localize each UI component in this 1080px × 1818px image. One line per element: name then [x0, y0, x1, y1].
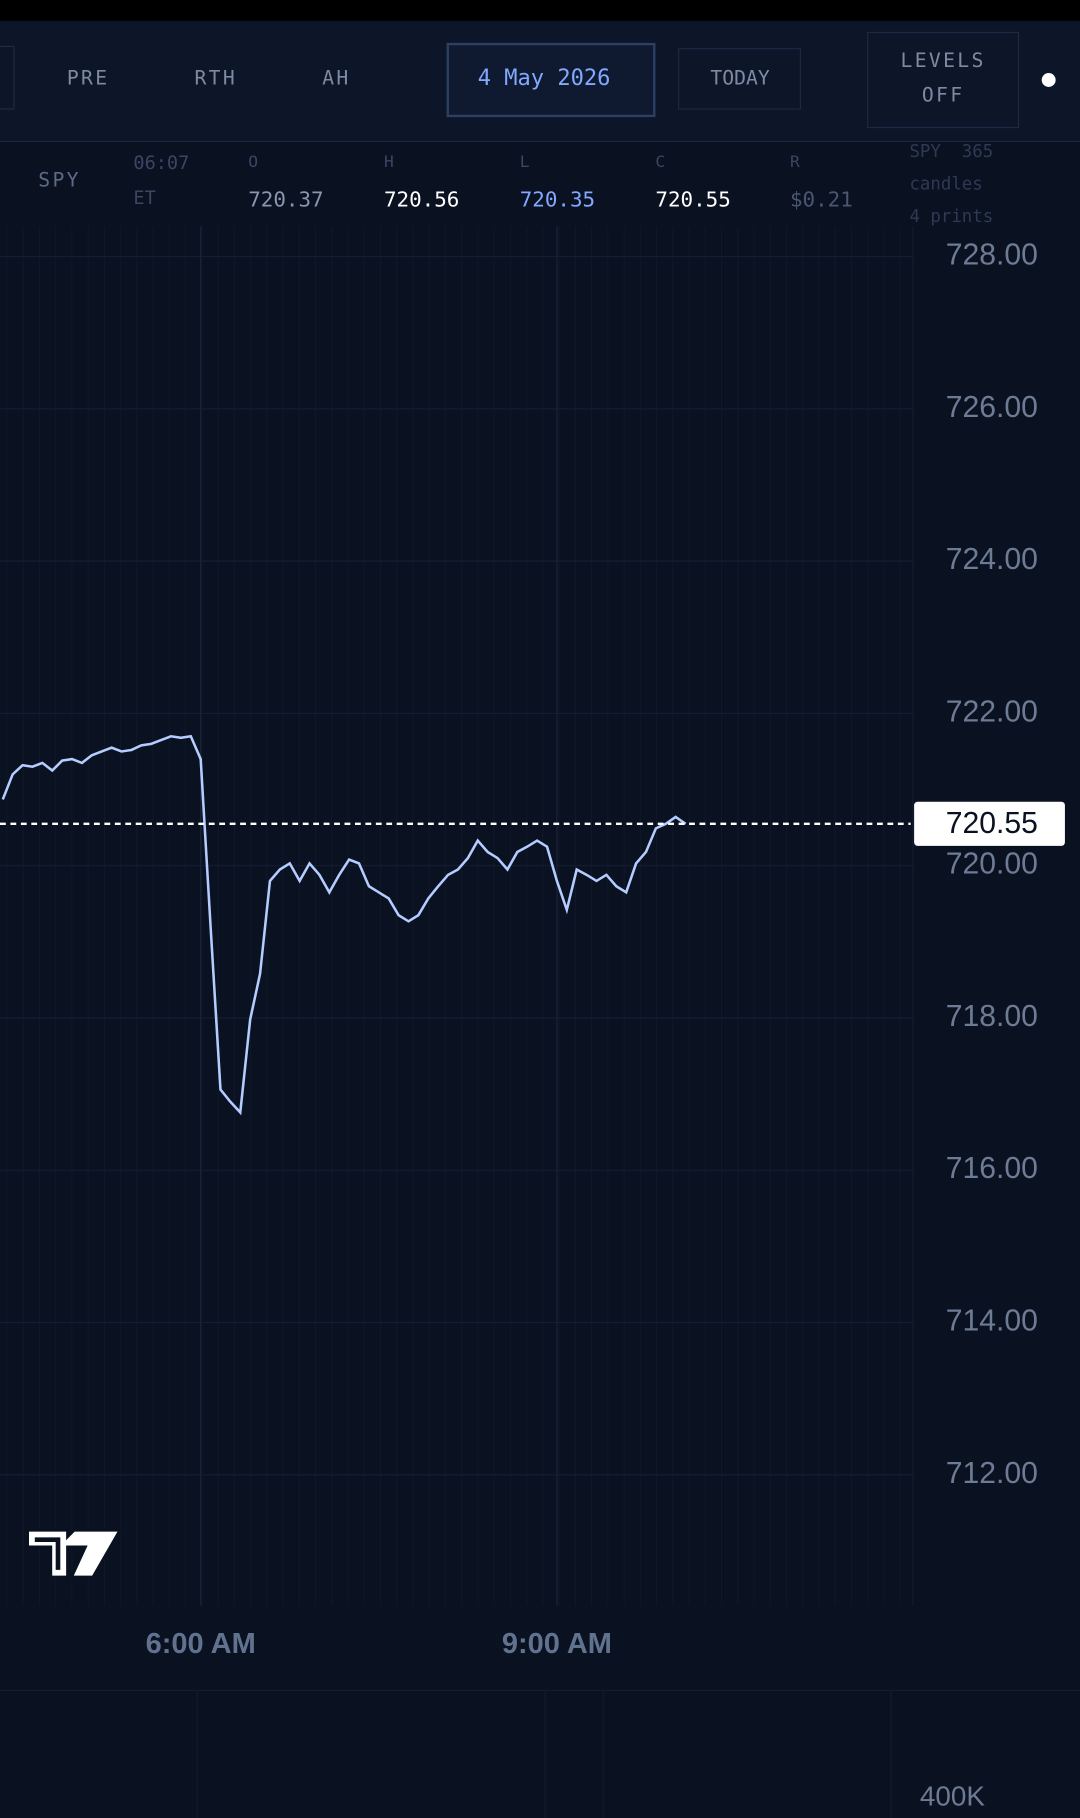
status-bar	[0, 0, 1080, 21]
today-button[interactable]	[678, 48, 802, 110]
volume-grid	[196, 1690, 892, 1818]
today-label: TODAY	[710, 66, 769, 89]
field-value: 720.55	[655, 188, 730, 212]
session-button[interactable]: AH	[322, 66, 350, 89]
y-tick-label: 724.00	[946, 543, 1038, 576]
volume-tick-label: 400K	[920, 1781, 985, 1812]
summary: candles	[909, 174, 982, 194]
status-dot	[1041, 73, 1056, 87]
y-tick-label: 716.00	[946, 1152, 1038, 1185]
summary: 4 prints	[909, 207, 993, 227]
logo-detail	[34, 1537, 61, 1570]
levels-button[interactable]	[867, 31, 1020, 129]
y-tick-label: 726.00	[946, 391, 1038, 424]
readout-zone: ET	[133, 188, 155, 209]
field-key: R	[790, 152, 800, 171]
price-line	[1, 734, 687, 1116]
field-key: L	[520, 152, 530, 171]
toolbar-button[interactable]	[0, 45, 15, 110]
field-value: 720.37	[248, 188, 323, 212]
y-tick-label: 728.00	[946, 239, 1038, 272]
y-tick-label: 720.00	[946, 848, 1038, 881]
field-key: H	[384, 152, 394, 171]
levels-label: LEVELS	[901, 49, 986, 72]
y-tick-label: 722.00	[946, 695, 1038, 728]
date-button[interactable]	[446, 42, 656, 118]
y-tick-label: 714.00	[946, 1305, 1038, 1338]
y-tick-label: 718.00	[946, 1000, 1038, 1033]
price-axis	[912, 226, 1080, 1606]
field-value: 720.56	[384, 188, 459, 212]
x-tick-label: 6:00 AM	[146, 1628, 256, 1660]
date-label: 4 May 2026	[478, 66, 611, 91]
levels-label: OFF	[922, 84, 965, 107]
symbol: SPY	[38, 168, 81, 191]
x-tick-label: 9:00 AM	[502, 1628, 612, 1660]
readout-time: 06:07	[133, 153, 189, 174]
session-button[interactable]: PRE	[67, 66, 110, 89]
session-button[interactable]: RTH	[194, 66, 237, 89]
field-key: O	[248, 152, 258, 171]
field-value: 720.35	[520, 188, 595, 212]
y-tick-label: 712.00	[946, 1457, 1038, 1490]
last-price-label: 720.55	[946, 807, 1038, 840]
plot: 712.00 714.00 716.00 718.00 720.00 722.00 724.…	[0, 226, 1080, 1660]
field-value: $0.21	[790, 188, 853, 212]
summary: SPY 365	[909, 142, 993, 162]
field-key: C	[655, 152, 665, 171]
last-price-tag	[914, 801, 1065, 846]
